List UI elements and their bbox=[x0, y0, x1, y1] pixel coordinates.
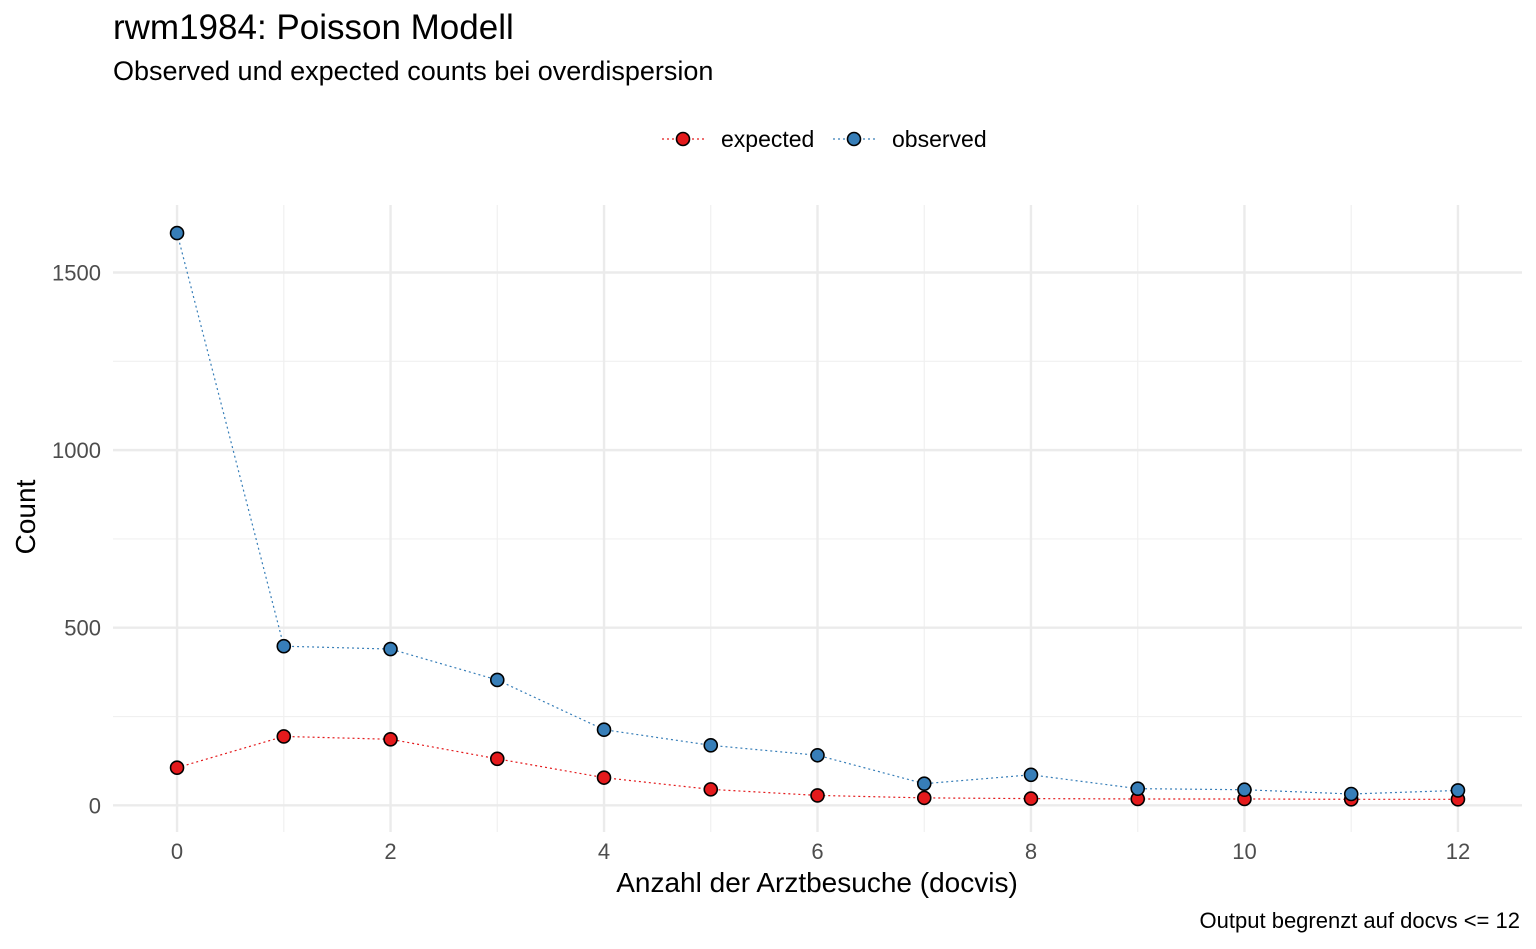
y-tick-label: 1500 bbox=[52, 260, 101, 285]
data-point-observed bbox=[810, 747, 825, 763]
legend: expected observed bbox=[662, 126, 987, 152]
x-tick-label: 2 bbox=[384, 839, 396, 864]
chart-title: rwm1984: Poisson Modell bbox=[113, 8, 514, 47]
legend-key-observed bbox=[846, 131, 862, 147]
data-point-expected bbox=[383, 731, 398, 747]
x-tick-label: 6 bbox=[811, 839, 823, 864]
data-point-observed bbox=[489, 672, 505, 688]
data-point-observed bbox=[383, 641, 398, 657]
data-point-expected bbox=[596, 770, 612, 785]
x-tick-label: 4 bbox=[598, 839, 610, 864]
data-point-expected bbox=[276, 729, 292, 744]
x-tick-label: 10 bbox=[1232, 839, 1256, 864]
x-axis-ticks: 0 2 4 6 8 10 12 bbox=[171, 839, 1470, 864]
data-point-expected bbox=[1023, 791, 1039, 806]
data-point-observed bbox=[1450, 783, 1466, 798]
data-point-observed bbox=[1130, 781, 1146, 796]
chart-caption: Output begrenzt auf docvs <= 12 bbox=[1200, 908, 1520, 933]
legend-key-expected bbox=[675, 131, 691, 147]
x-tick-label: 8 bbox=[1025, 839, 1037, 864]
data-point-expected bbox=[810, 788, 825, 803]
y-axis-ticks: 0 500 1000 1500 bbox=[52, 260, 101, 818]
data-point-expected bbox=[489, 751, 505, 767]
x-tick-label: 0 bbox=[171, 839, 183, 864]
y-axis-title: Count bbox=[10, 479, 41, 554]
legend-label-observed: observed bbox=[892, 126, 987, 152]
data-point-expected bbox=[916, 790, 932, 806]
data-point-observed bbox=[169, 225, 185, 241]
plot-panel bbox=[113, 205, 1522, 832]
data-point-observed bbox=[1237, 782, 1252, 798]
x-tick-label: 12 bbox=[1446, 839, 1470, 864]
data-point-observed bbox=[703, 738, 719, 753]
data-point-expected bbox=[169, 760, 185, 776]
data-point-observed bbox=[1343, 786, 1359, 802]
data-point-expected bbox=[703, 782, 719, 797]
y-tick-label: 500 bbox=[64, 616, 101, 641]
data-point-observed bbox=[596, 722, 612, 737]
data-point-observed bbox=[1023, 767, 1039, 783]
series-points bbox=[169, 225, 1466, 807]
chart-subtitle: Observed und expected counts bei overdis… bbox=[113, 56, 713, 86]
legend-label-expected: expected bbox=[721, 126, 814, 152]
data-point-observed bbox=[276, 638, 292, 654]
y-tick-label: 1000 bbox=[52, 438, 101, 463]
y-tick-label: 0 bbox=[89, 793, 101, 818]
data-point-observed bbox=[916, 776, 932, 791]
x-axis-title: Anzahl der Arztbesuche (docvis) bbox=[616, 867, 1018, 898]
